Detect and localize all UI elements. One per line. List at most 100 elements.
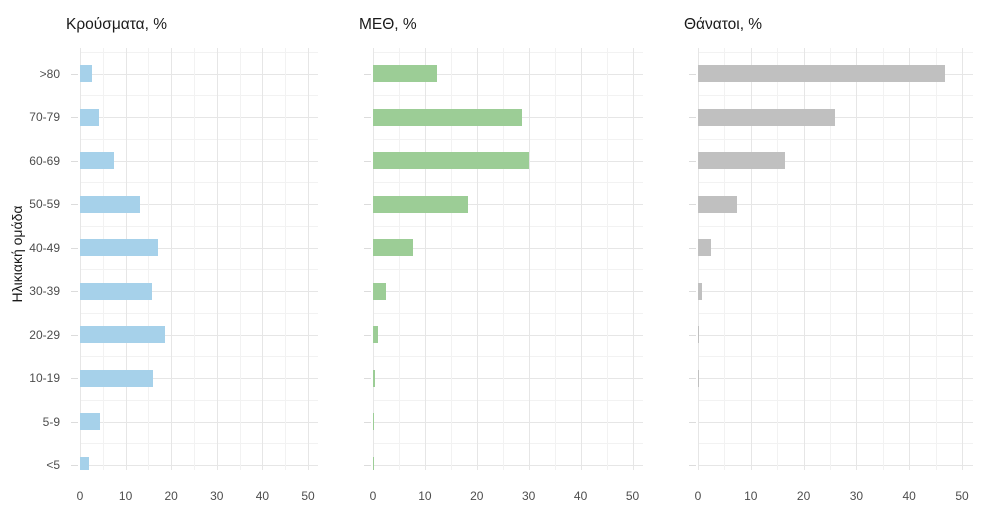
- gridline: [450, 48, 452, 470]
- x-axis-tick-label: 30: [210, 489, 224, 503]
- gridline: [80, 378, 318, 379]
- gridline: [962, 48, 963, 470]
- gridline: [698, 247, 973, 249]
- gridline: [80, 51, 318, 53]
- gridline: [698, 291, 973, 292]
- gridline: [698, 182, 973, 184]
- bar: [80, 413, 101, 430]
- x-axis-tick-label: 50: [625, 489, 640, 503]
- gridline: [698, 465, 973, 466]
- gridline: [80, 48, 81, 470]
- y-axis-tick: [364, 204, 371, 205]
- gridline: [698, 95, 973, 97]
- y-axis-label: 60-69: [29, 153, 60, 168]
- y-axis-tick: [689, 117, 696, 118]
- x-axis-tick-label: 20: [796, 489, 811, 503]
- bar: [698, 326, 699, 343]
- x-axis-tick-label: 20: [470, 489, 484, 503]
- bar: [373, 369, 375, 387]
- gridline: [528, 48, 530, 470]
- gridline: [698, 356, 973, 358]
- gridline: [373, 312, 643, 314]
- y-axis-label: >80: [39, 66, 60, 81]
- gridline: [777, 48, 779, 470]
- y-axis-label: 10-19: [29, 371, 60, 385]
- gridline: [80, 247, 318, 249]
- gridline: [80, 334, 318, 336]
- x-axis-tick-label: 40: [255, 489, 270, 503]
- y-axis-tick: [689, 421, 696, 423]
- gridline: [373, 95, 643, 97]
- bar: [373, 195, 469, 213]
- gridline: [698, 312, 973, 314]
- y-axis-tick: [689, 160, 696, 162]
- x-axis-tick-label: 40: [573, 489, 588, 503]
- gridline: [698, 378, 973, 379]
- gridline: [698, 204, 973, 205]
- panel-title: Θάνατοι, %: [684, 16, 763, 33]
- gridline: [373, 48, 374, 470]
- gridline: [632, 48, 634, 470]
- x-axis-tick-label: 0: [76, 489, 84, 503]
- gridline: [239, 48, 241, 470]
- gridline: [373, 269, 643, 271]
- gridline: [80, 356, 318, 358]
- gridline: [935, 48, 937, 470]
- y-axis-tick: [71, 117, 78, 118]
- gridline: [830, 48, 831, 470]
- y-axis-tick: [689, 291, 696, 292]
- bar: [373, 152, 529, 169]
- gridline: [80, 117, 318, 118]
- gridline: [373, 182, 643, 184]
- gridline: [606, 48, 608, 470]
- bar: [698, 152, 786, 169]
- bar: [698, 369, 699, 387]
- gridline: [171, 48, 173, 470]
- y-axis-label: 5-9: [42, 414, 60, 429]
- gridline: [102, 48, 104, 470]
- gridline: [554, 48, 556, 470]
- gridline: [373, 247, 643, 249]
- y-axis-tick: [71, 378, 78, 379]
- gridline: [698, 269, 973, 271]
- gridline: [698, 117, 973, 118]
- gridline: [698, 51, 973, 53]
- y-axis-label: 40-49: [29, 240, 60, 255]
- gridline: [373, 356, 643, 358]
- gridline: [724, 48, 726, 470]
- gridline: [80, 421, 318, 423]
- x-axis-tick-label: 30: [849, 489, 864, 503]
- y-axis-tick: [71, 204, 78, 205]
- bar: [698, 239, 712, 256]
- y-axis-label: 20-29: [29, 327, 60, 342]
- x-axis-tick-label: 20: [164, 489, 178, 503]
- y-axis-label: 30-39: [29, 284, 60, 298]
- y-axis-tick: [71, 160, 78, 162]
- gridline: [502, 48, 504, 470]
- x-axis-tick-label: 10: [418, 489, 432, 503]
- bar: [80, 326, 166, 343]
- y-axis-tick: [364, 117, 371, 118]
- chart-panel: [80, 48, 318, 470]
- gridline: [698, 399, 973, 401]
- gridline: [909, 48, 911, 470]
- gridline: [80, 73, 318, 75]
- y-axis-tick: [689, 378, 696, 379]
- gridline: [373, 225, 643, 227]
- y-axis-tick: [71, 421, 78, 423]
- y-axis-tick: [364, 334, 371, 336]
- gridline: [373, 465, 643, 466]
- chart-panel: [698, 48, 973, 470]
- y-axis-label: 70-79: [29, 110, 60, 124]
- y-axis-label: 50-59: [29, 197, 60, 211]
- y-axis-tick: [364, 73, 371, 75]
- gridline: [580, 48, 582, 470]
- gridline: [698, 443, 973, 445]
- y-axis-tick: [71, 73, 78, 75]
- gridline: [698, 48, 699, 470]
- x-axis-tick-label: 40: [902, 489, 916, 503]
- gridline: [373, 399, 643, 401]
- gridline: [148, 48, 150, 470]
- y-axis-tick: [364, 421, 371, 423]
- gridline: [308, 48, 309, 470]
